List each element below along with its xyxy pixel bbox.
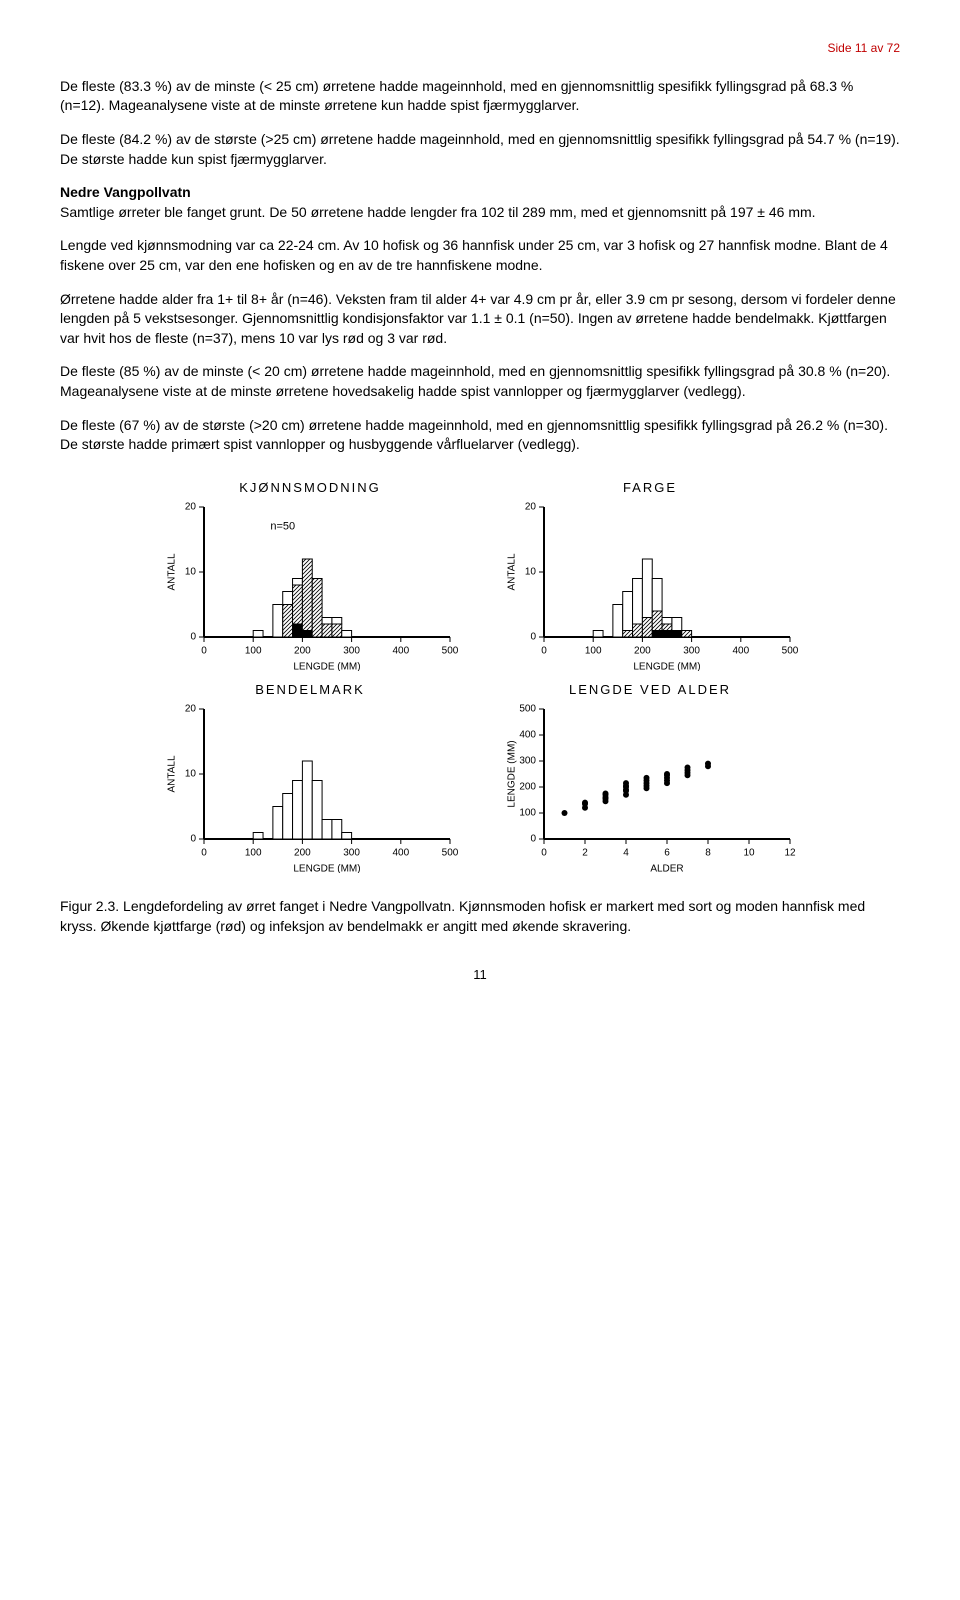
figure-caption: Figur 2.3. Lengdefordeling av ørret fang… <box>60 897 900 936</box>
svg-text:0: 0 <box>530 834 536 845</box>
svg-text:10: 10 <box>525 567 537 578</box>
svg-text:0: 0 <box>530 632 536 643</box>
page-header: Side 11 av 72 <box>60 40 900 57</box>
svg-text:n=50: n=50 <box>270 520 295 532</box>
svg-text:200: 200 <box>294 848 311 859</box>
svg-text:20: 20 <box>525 502 537 513</box>
svg-text:10: 10 <box>185 769 197 780</box>
svg-text:100: 100 <box>245 646 262 657</box>
paragraph-5: Ørretene hadde alder fra 1+ til 8+ år (n… <box>60 290 900 349</box>
paragraph-4: Lengde ved kjønnsmodning var ca 22-24 cm… <box>60 236 900 275</box>
svg-text:400: 400 <box>519 730 536 741</box>
svg-text:ANTALL: ANTALL <box>507 553 518 590</box>
svg-text:ALDER: ALDER <box>650 864 683 873</box>
svg-text:2: 2 <box>582 848 588 859</box>
svg-text:0: 0 <box>541 848 547 859</box>
svg-text:LENGDE (MM): LENGDE (MM) <box>293 662 360 671</box>
svg-text:0: 0 <box>541 646 547 657</box>
svg-text:20: 20 <box>185 704 197 715</box>
svg-text:300: 300 <box>683 646 700 657</box>
svg-text:12: 12 <box>784 848 796 859</box>
svg-text:500: 500 <box>442 848 459 859</box>
svg-text:500: 500 <box>442 646 459 657</box>
svg-text:400: 400 <box>392 848 409 859</box>
svg-text:500: 500 <box>782 646 799 657</box>
svg-text:LENGDE (MM): LENGDE (MM) <box>507 740 518 807</box>
chart-lengde-alder: LENGDE VED ALDER 0 100 200 300 400 500 0 2 4 6 8 10… <box>500 681 800 873</box>
chart-title: BENDELMARK <box>160 681 460 699</box>
svg-text:100: 100 <box>245 848 262 859</box>
paragraph-1: De fleste (83.3 %) av de minste (< 25 cm… <box>60 77 900 116</box>
svg-text:0: 0 <box>201 646 207 657</box>
svg-text:100: 100 <box>519 808 536 819</box>
svg-text:500: 500 <box>519 704 536 715</box>
svg-text:100: 100 <box>585 646 602 657</box>
svg-text:0: 0 <box>190 632 196 643</box>
svg-text:4: 4 <box>623 848 629 859</box>
svg-text:0: 0 <box>201 848 207 859</box>
svg-text:10: 10 <box>743 848 755 859</box>
svg-text:8: 8 <box>705 848 711 859</box>
chart-kjonnsmodning: KJØNNSMODNING 010200100200300400500LENGD… <box>160 479 460 671</box>
svg-text:200: 200 <box>519 782 536 793</box>
paragraph-7: De fleste (67 %) av de største (>20 cm) … <box>60 416 900 455</box>
chart-title: LENGDE VED ALDER <box>500 681 800 699</box>
svg-text:LENGDE (MM): LENGDE (MM) <box>633 662 700 671</box>
svg-text:300: 300 <box>519 756 536 767</box>
svg-text:400: 400 <box>732 646 749 657</box>
svg-text:0: 0 <box>190 834 196 845</box>
page-side-num: Side 11 av 72 <box>828 41 901 55</box>
svg-text:300: 300 <box>343 646 360 657</box>
svg-text:LENGDE (MM): LENGDE (MM) <box>293 864 360 873</box>
chart-title: FARGE <box>500 479 800 497</box>
svg-text:ANTALL: ANTALL <box>167 553 178 590</box>
svg-text:300: 300 <box>343 848 360 859</box>
paragraph-3: Samtlige ørreter ble fanget grunt. De 50… <box>60 203 900 223</box>
svg-text:20: 20 <box>185 502 197 513</box>
page-number: 11 <box>60 966 900 984</box>
chart-title: KJØNNSMODNING <box>160 479 460 497</box>
svg-text:200: 200 <box>634 646 651 657</box>
chart-farge: FARGE 010200100200300400500LENGDE (MM)AN… <box>500 479 800 671</box>
svg-text:400: 400 <box>392 646 409 657</box>
svg-text:ANTALL: ANTALL <box>167 755 178 792</box>
charts-block: KJØNNSMODNING 010200100200300400500LENGD… <box>160 479 800 873</box>
svg-text:6: 6 <box>664 848 670 859</box>
paragraph-2: De fleste (84.2 %) av de største (>25 cm… <box>60 130 900 169</box>
chart-bendelmark: BENDELMARK 010200100200300400500LENGDE (… <box>160 681 460 873</box>
svg-text:200: 200 <box>294 646 311 657</box>
paragraph-6: De fleste (85 %) av de minste (< 20 cm) … <box>60 362 900 401</box>
svg-text:10: 10 <box>185 567 197 578</box>
section-title: Nedre Vangpollvatn <box>60 183 900 203</box>
